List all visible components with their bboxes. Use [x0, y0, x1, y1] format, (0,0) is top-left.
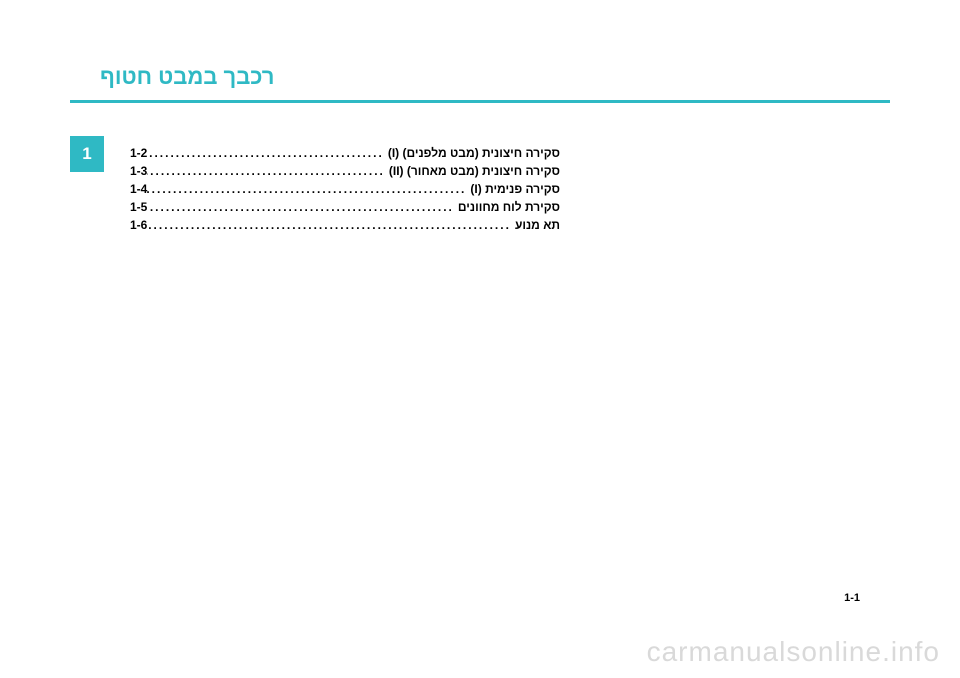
- toc-dots: ........................................…: [147, 164, 389, 178]
- toc-row: סקירה חיצונית (מבט מאחור) (II) .........…: [130, 164, 560, 178]
- toc-dots: ........................................…: [147, 146, 387, 160]
- toc-dots: ........................................…: [147, 218, 515, 232]
- manual-page: רכבך במבט חטוף 1 סקירה חיצונית (מבט מלפנ…: [70, 50, 890, 618]
- toc-row: תא מנוע ................................…: [130, 218, 560, 232]
- toc-label: סקירת לוח מחוונים: [458, 200, 560, 214]
- chapter-title: רכבך במבט חטוף: [70, 50, 890, 100]
- chapter-tab: 1: [70, 136, 104, 172]
- toc-row: סקירת לוח מחוונים ......................…: [130, 200, 560, 214]
- toc-row: סקירה חיצונית (מבט מלפנים) (I) .........…: [130, 146, 560, 160]
- toc-label: תא מנוע: [515, 218, 560, 232]
- table-of-contents: סקירה חיצונית (מבט מלפנים) (I) .........…: [130, 146, 560, 236]
- toc-page: 1-2: [130, 146, 147, 160]
- watermark-text: carmanualsonline.info: [647, 636, 940, 668]
- toc-row: סקירה פנימית (I) .......................…: [130, 182, 560, 196]
- toc-page: 1-5: [130, 200, 147, 214]
- toc-page: 1-6: [130, 218, 147, 232]
- toc-label: סקירה חיצונית (מבט מאחור) (II): [389, 164, 560, 178]
- toc-page: 1-4: [130, 182, 147, 196]
- toc-dots: ........................................…: [147, 200, 458, 214]
- toc-label: סקירה חיצונית (מבט מלפנים) (I): [388, 146, 560, 160]
- toc-dots: ........................................…: [147, 182, 470, 196]
- toc-page: 1-3: [130, 164, 147, 178]
- divider-line: [70, 100, 890, 103]
- page-number: 1-1: [844, 592, 860, 604]
- toc-label: סקירה פנימית (I): [470, 182, 560, 196]
